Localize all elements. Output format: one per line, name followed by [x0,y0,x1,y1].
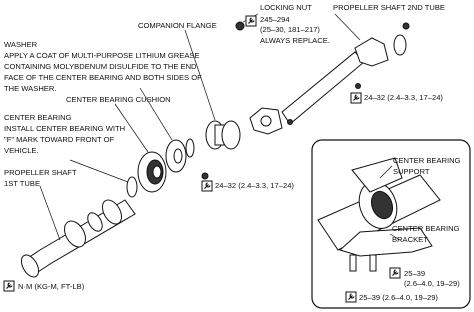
torque-icon [201,180,213,192]
drawing [20,13,471,309]
label: CENTER BEARING CUSHION [66,95,171,104]
label: INSTALL CENTER BEARING WITH [4,124,125,133]
torque-icon [245,15,257,27]
label: APPLY A COAT OF MULTI-PURPOSE LITHIUM GR… [4,51,200,60]
label: 1ST TUBE [4,179,40,188]
label: WASHER [4,40,38,49]
label: 245–294 [260,15,290,24]
label: CENTER BEARING [4,113,72,122]
torque-icon [389,267,401,279]
label: CENTER BEARING [393,156,461,165]
label: ALWAYS REPLACE. [260,36,330,45]
label: FACE OF THE CENTER BEARING AND BOTH SIDE… [4,73,202,82]
label: PROPELLER SHAFT [4,168,77,177]
label: CONTAINING MOLYBDENUM DISULFIDE TO THE E… [4,62,197,71]
label: (2.6–4.0, 19–29) [404,279,460,288]
legend: N·M (KG-M, FT-LB) [18,282,85,291]
label: CENTER BEARING [392,224,460,233]
torque-icon [350,92,362,104]
label: 25–39 [404,269,425,278]
labels: COMPANION FLANGE LOCKING NUT 245–294 (25… [4,3,461,302]
label: 24–32 (2.4–3.3, 17–24) [364,93,443,102]
torque-icon [3,280,15,292]
label: 24–32 (2.4–3.3, 17–24) [215,181,294,190]
label: VEHICLE. [4,146,39,155]
label: "F" MARK TOWARD FRONT OF [4,135,115,144]
label: BRACKET [392,235,428,244]
label: 25–39 (2.6–4.0, 19–29) [359,293,438,302]
label: THE WASHER. [4,84,56,93]
label: (25–30, 181–217) [260,25,320,34]
label: COMPANION FLANGE [138,21,217,30]
label: LOCKING NUT [260,3,312,12]
torque-icon [345,291,357,303]
label: PROPELLER SHAFT 2ND TUBE [333,3,445,12]
label: SUPPORT [393,167,430,176]
